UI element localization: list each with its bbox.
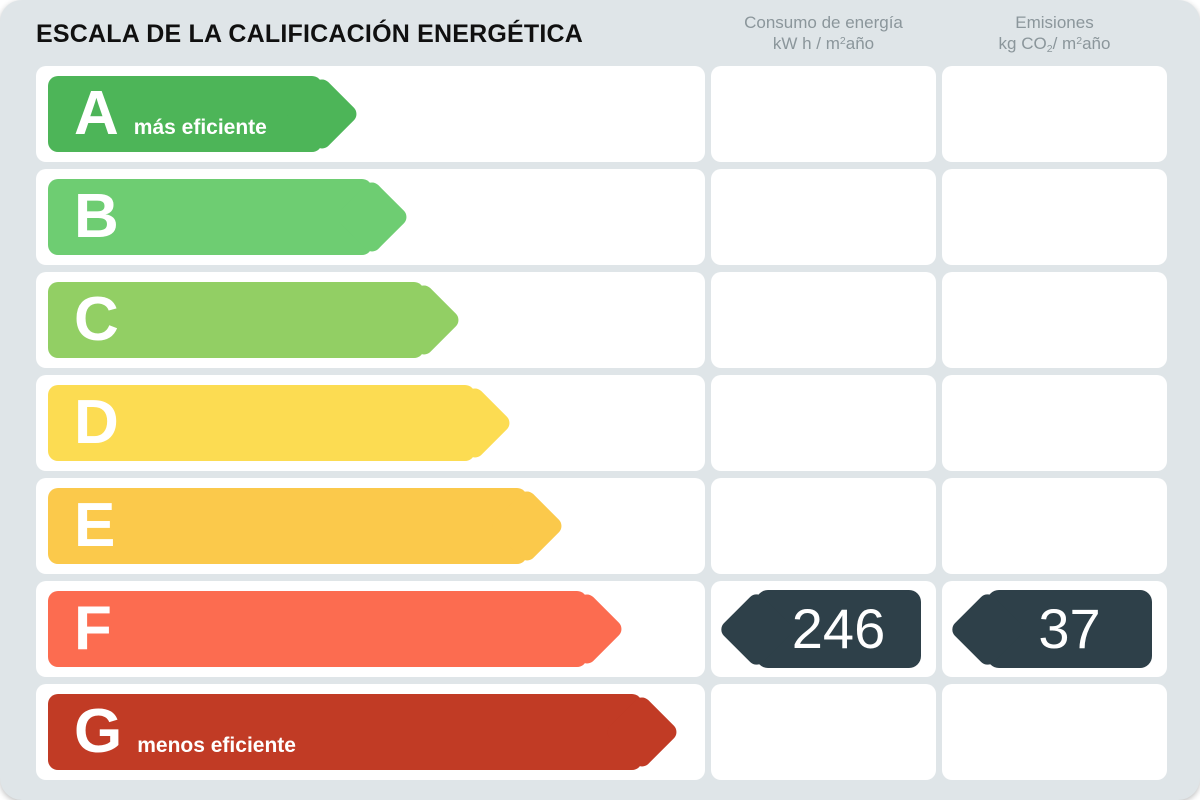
band-note: más eficiente <box>133 116 267 139</box>
band-letter: B <box>74 182 119 251</box>
band-letter: F <box>74 594 112 663</box>
rating-arrow-e: E <box>48 488 527 564</box>
band-note: menos eficiente <box>137 734 296 757</box>
header-consumo-line1: Consumo de energía <box>744 13 903 32</box>
emisiones-cell-g <box>942 684 1167 780</box>
emisiones-value: 37 <box>1038 597 1101 660</box>
rating-arrow-d: D <box>48 385 475 461</box>
header-consumo: Consumo de energía kW h / m2año <box>711 12 936 57</box>
header-emisiones: Emisiones kg CO2/ m2año <box>942 12 1167 57</box>
scale-cell-g: G menos eficiente <box>36 684 705 780</box>
consumo-value: 246 <box>791 597 886 660</box>
rating-arrow-c: C <box>48 282 424 358</box>
scale-row-f: F 246 37 <box>36 581 1167 677</box>
consumo-cell-a <box>711 66 936 162</box>
scale-cell-b: B <box>36 169 705 265</box>
consumo-cell-e <box>711 478 936 574</box>
scale-cell-f: F <box>36 581 705 677</box>
rating-arrow-g: G menos eficiente <box>48 694 642 770</box>
emisiones-cell-e <box>942 478 1167 574</box>
consumo-cell-b <box>711 169 936 265</box>
emisiones-cell-a <box>942 66 1167 162</box>
scale-cell-d: D <box>36 375 705 471</box>
band-letter: C <box>74 285 119 354</box>
scale-row-c: C <box>36 272 1167 368</box>
band-letter: D <box>74 388 119 457</box>
consumo-cell-f: 246 <box>711 581 936 677</box>
consumo-cell-d <box>711 375 936 471</box>
consumo-cell-g <box>711 684 936 780</box>
emisiones-cell-b <box>942 169 1167 265</box>
scale-row-e: E <box>36 478 1167 574</box>
band-letter: A <box>74 79 119 148</box>
emisiones-cell-d <box>942 375 1167 471</box>
band-letter: E <box>74 491 116 560</box>
scale-cell-e: E <box>36 478 705 574</box>
emisiones-cell-c <box>942 272 1167 368</box>
scale-row-a: A más eficiente <box>36 66 1167 162</box>
rating-grid: A más eficiente B C <box>36 66 1167 780</box>
scale-row-d: D <box>36 375 1167 471</box>
emisiones-value-badge: 37 <box>987 590 1152 668</box>
page-title: ESCALA DE LA CALIFICACIÓN ENERGÉTICA <box>36 20 584 48</box>
emisiones-cell-f: 37 <box>942 581 1167 677</box>
rating-arrow-b: B <box>48 179 372 255</box>
rating-arrow-a: A más eficiente <box>48 76 322 152</box>
header-emisiones-line2: kg CO2/ m2año <box>998 34 1111 55</box>
column-headers: Consumo de energía kW h / m2año Emisione… <box>36 12 1167 57</box>
header-spacer <box>36 12 705 57</box>
consumo-value-badge: 246 <box>756 590 921 668</box>
consumo-cell-c <box>711 272 936 368</box>
scale-row-b: B <box>36 169 1167 265</box>
band-letter: G <box>74 697 123 766</box>
header-emisiones-line1: Emisiones <box>1015 13 1094 32</box>
rating-arrow-f: F <box>48 591 587 667</box>
scale-cell-a: A más eficiente <box>36 66 705 162</box>
scale-row-g: G menos eficiente <box>36 684 1167 780</box>
header-consumo-line2: kW h / m2año <box>772 34 875 53</box>
scale-cell-c: C <box>36 272 705 368</box>
